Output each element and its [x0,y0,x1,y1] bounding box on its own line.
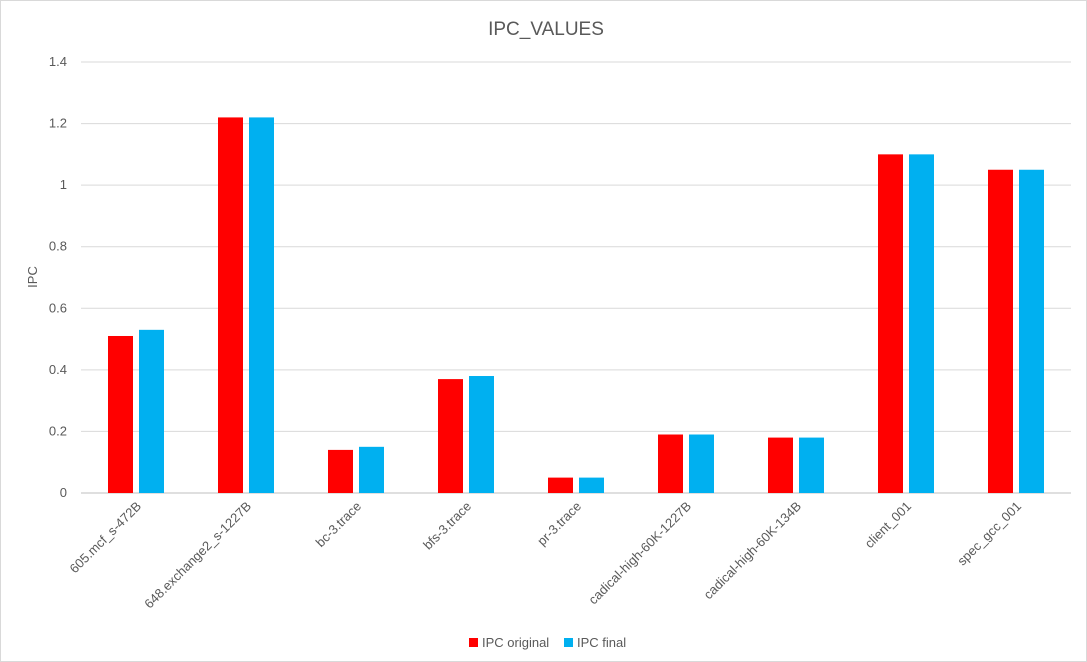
bar-ipc-original [218,117,243,494]
bar-ipc-final [689,434,714,493]
x-tick-label: cadical-high-60K-1227B [585,499,694,608]
y-tick-label: 1.2 [49,116,67,131]
bar-ipc-final [359,446,384,493]
bar-ipc-final [1019,169,1044,493]
y-tick-label: 0.2 [49,423,67,438]
bar-ipc-original [878,154,903,493]
x-tick-label: 648.exchange2_s-1227B [141,499,254,612]
bar-ipc-final [579,477,604,493]
bar-ipc-final [249,117,274,494]
x-tick-label: 605.mcf_s-472B [67,499,145,577]
x-tick-label: cadical-high-60K-134B [701,499,805,603]
y-tick-label: 1.4 [49,54,67,69]
bar-ipc-final [909,154,934,493]
bars [108,117,1044,494]
y-axis-title: IPC [25,266,40,288]
bar-ipc-original [438,379,463,493]
bar-ipc-original [988,169,1013,493]
bar-ipc-final [799,437,824,493]
y-tick-label: 0 [60,485,67,500]
x-tick-label: bfs-3.trace [420,499,474,553]
bar-ipc-original [328,449,353,493]
x-tick-label: client_001 [862,499,915,552]
y-tick-label: 0.8 [49,239,67,254]
bar-ipc-final [139,329,164,493]
y-tick-label: 0.4 [49,362,67,377]
bar-ipc-final [469,376,494,493]
legend: IPC original IPC final [469,635,626,650]
legend-swatch [469,638,478,647]
legend-label: IPC original [482,635,549,650]
y-tick-label: 1 [60,177,67,192]
y-axis-ticks: 0 0.2 0.4 0.6 0.8 1 1.2 1.4 [49,54,67,500]
bar-ipc-original [768,437,793,493]
bar-ipc-original [108,335,133,493]
bar-ipc-original [548,477,573,493]
legend-label: IPC final [577,635,626,650]
x-tick-label: spec_gcc_001 [954,499,1024,569]
chart-title: IPC_VALUES [488,19,604,40]
x-tick-label: bc-3.trace [313,499,364,550]
bar-ipc-original [658,434,683,493]
gridlines [81,61,1071,494]
x-tick-label: pr-3.trace [534,499,584,549]
y-tick-label: 0.6 [49,300,67,315]
legend-swatch [564,638,573,647]
